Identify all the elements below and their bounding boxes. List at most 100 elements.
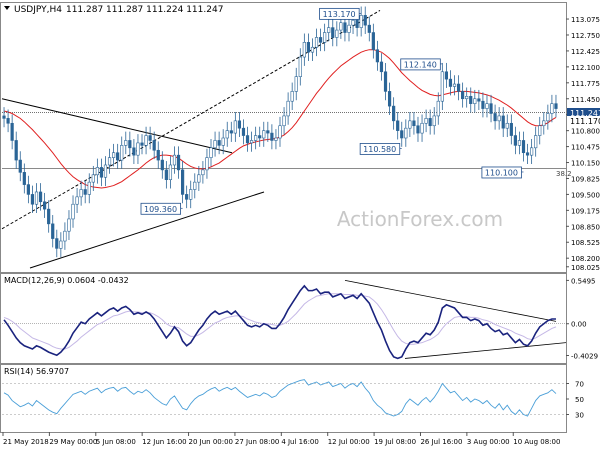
time-tick-label: 5 Jun 08:00 — [96, 438, 136, 446]
candle-body — [197, 174, 201, 183]
price-tick-label: 108.525 — [571, 239, 600, 247]
annotation-box — [319, 7, 360, 20]
candle-body — [428, 118, 432, 127]
candle-body — [136, 142, 140, 156]
candle-body — [444, 71, 448, 80]
candle-body — [318, 37, 323, 43]
candle-body — [10, 122, 14, 141]
candle-body — [2, 115, 6, 119]
candle-body — [286, 100, 290, 117]
candle-body — [517, 140, 522, 146]
candle-body — [55, 238, 59, 249]
candle-body — [323, 32, 327, 43]
candles — [2, 6, 558, 258]
collapse-triangle-icon[interactable] — [4, 6, 10, 10]
candle-body — [209, 147, 213, 158]
rsi-axis: 70 50 30 — [566, 381, 584, 420]
candle-body — [112, 152, 116, 158]
candle-body — [546, 113, 550, 122]
rsi-tick-label: 30 — [575, 412, 584, 420]
candle-body — [103, 164, 108, 178]
candle-body — [213, 140, 217, 149]
annotation-label: 110.580 — [363, 145, 396, 154]
candle-body — [87, 181, 91, 195]
time-tick-label: 21 May 2018 — [3, 438, 49, 446]
candle-body — [185, 194, 189, 200]
candle-body — [452, 83, 457, 87]
candle-body — [160, 159, 164, 171]
annotation-box — [481, 166, 522, 179]
candle-body — [6, 118, 10, 124]
candle-body — [99, 167, 104, 178]
candle-body — [124, 140, 128, 146]
candle-body — [456, 83, 461, 92]
time-tick-label: 20 Jun 00:00 — [189, 438, 233, 446]
descending-trendline — [1, 98, 233, 154]
candle-body — [530, 147, 534, 156]
candle-body — [424, 118, 428, 124]
rsi-tick-label: 50 — [575, 396, 584, 404]
candle-body — [270, 132, 274, 141]
candle-body — [278, 125, 282, 139]
time-tick-label: 4 Jul 16:00 — [281, 438, 319, 446]
candle-body — [416, 125, 420, 134]
macd-label: MACD(12,26,9) 0.0604 -0.0432 — [4, 276, 129, 285]
candle-body — [83, 189, 87, 195]
candle-body — [314, 37, 319, 48]
candle-body — [432, 115, 436, 127]
candle-body — [189, 189, 193, 200]
candle-body — [440, 71, 444, 102]
svg-text:111.247: 111.247 — [570, 109, 600, 118]
candle-body — [331, 27, 335, 38]
price-tick-label: 108.850 — [571, 223, 600, 231]
candle-body — [22, 172, 26, 185]
candle-body — [412, 120, 416, 127]
candle-body — [387, 91, 392, 107]
candle-body — [71, 203, 75, 220]
candle-body — [95, 167, 99, 176]
candle-body — [225, 130, 229, 139]
candle-body — [18, 159, 22, 173]
watermark: ActionForex.com — [337, 207, 503, 231]
candle-body — [554, 103, 558, 109]
hline-price-marker: 111.170 — [567, 116, 600, 126]
candle-body — [59, 240, 63, 249]
candle-body — [233, 120, 237, 134]
candle-body — [359, 15, 363, 28]
candle-body — [481, 100, 485, 109]
candle-body — [63, 230, 67, 242]
candle-body — [172, 154, 177, 166]
macd-ascending-trendline — [404, 342, 567, 359]
price-panel-frame — [0, 2, 567, 273]
price-axis: 113.075 112.750 112.425 112.100 111.775 111.4… — [566, 16, 600, 272]
candle-body — [379, 61, 384, 73]
candle-body — [79, 189, 83, 198]
candle-body — [404, 127, 408, 139]
candle-body — [201, 169, 205, 176]
candle-body — [245, 135, 250, 144]
candle-body — [144, 135, 148, 146]
candle-body — [534, 135, 538, 149]
candle-body — [465, 96, 469, 100]
candle-body — [497, 115, 501, 122]
candle-body — [128, 140, 132, 149]
candle-body — [371, 32, 375, 50]
candle-body — [294, 76, 298, 92]
candle-body — [525, 152, 530, 156]
candle-body — [396, 120, 400, 131]
candle-body — [152, 140, 156, 151]
time-tick-label: 12 Jul 00:00 — [328, 438, 370, 446]
macd-tick-label: 0.00 — [571, 321, 587, 329]
annotation-label: 113.170 — [323, 10, 356, 19]
candle-body — [164, 169, 168, 180]
candle-body — [477, 98, 481, 102]
price-tick-label: 108.200 — [571, 255, 600, 263]
candle-body — [298, 56, 302, 77]
candle-body — [180, 169, 185, 195]
time-tick-label: 10 Aug 08:00 — [513, 438, 560, 446]
time-tick-label: 3 Aug 00:00 — [467, 438, 510, 446]
candle-body — [51, 223, 55, 239]
macd-descending-trendline — [344, 279, 557, 322]
candle-body — [355, 19, 359, 28]
